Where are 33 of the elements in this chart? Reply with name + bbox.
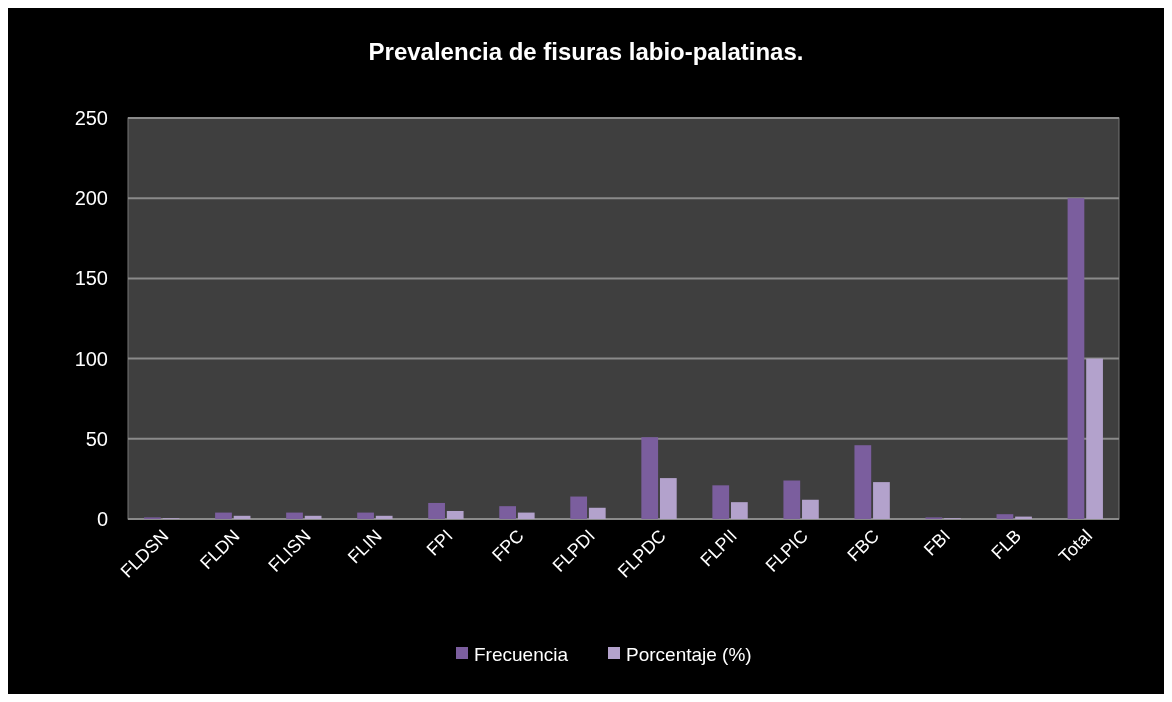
bar: [802, 499, 819, 519]
bar: [854, 445, 872, 519]
x-tick-label: FBI: [920, 525, 955, 560]
y-tick-label: 250: [74, 107, 108, 129]
bar: [517, 512, 535, 519]
legend-label: Frecuencia: [474, 643, 569, 665]
legend-label: Porcentaje (%): [626, 643, 752, 665]
bar: [446, 510, 464, 519]
bar: [641, 437, 659, 519]
bar: [996, 514, 1014, 519]
bar: [499, 506, 517, 519]
bar: [1086, 358, 1103, 519]
bar: [1067, 198, 1085, 519]
y-tick-label: 100: [74, 347, 108, 370]
bar: [570, 496, 588, 519]
y-tick-label: 150: [74, 267, 108, 290]
y-tick-label: 200: [74, 187, 108, 210]
y-tick-label: 0: [96, 508, 108, 530]
bar: [588, 507, 606, 519]
x-tick-label: FPI: [422, 525, 457, 560]
bar: [215, 512, 232, 519]
x-tick-label: FLB: [987, 525, 1026, 564]
chart-title: Prevalencia de fisuras labio-palatinas.: [368, 38, 804, 65]
bar: [357, 512, 374, 519]
bar: [712, 485, 730, 519]
bar: [659, 478, 677, 519]
bar: [730, 502, 748, 519]
bar: [286, 512, 303, 519]
bar: [375, 515, 393, 519]
y-tick-label: 50: [85, 427, 108, 450]
bar: [783, 480, 801, 519]
bar: [873, 482, 890, 519]
bar: [428, 502, 445, 519]
